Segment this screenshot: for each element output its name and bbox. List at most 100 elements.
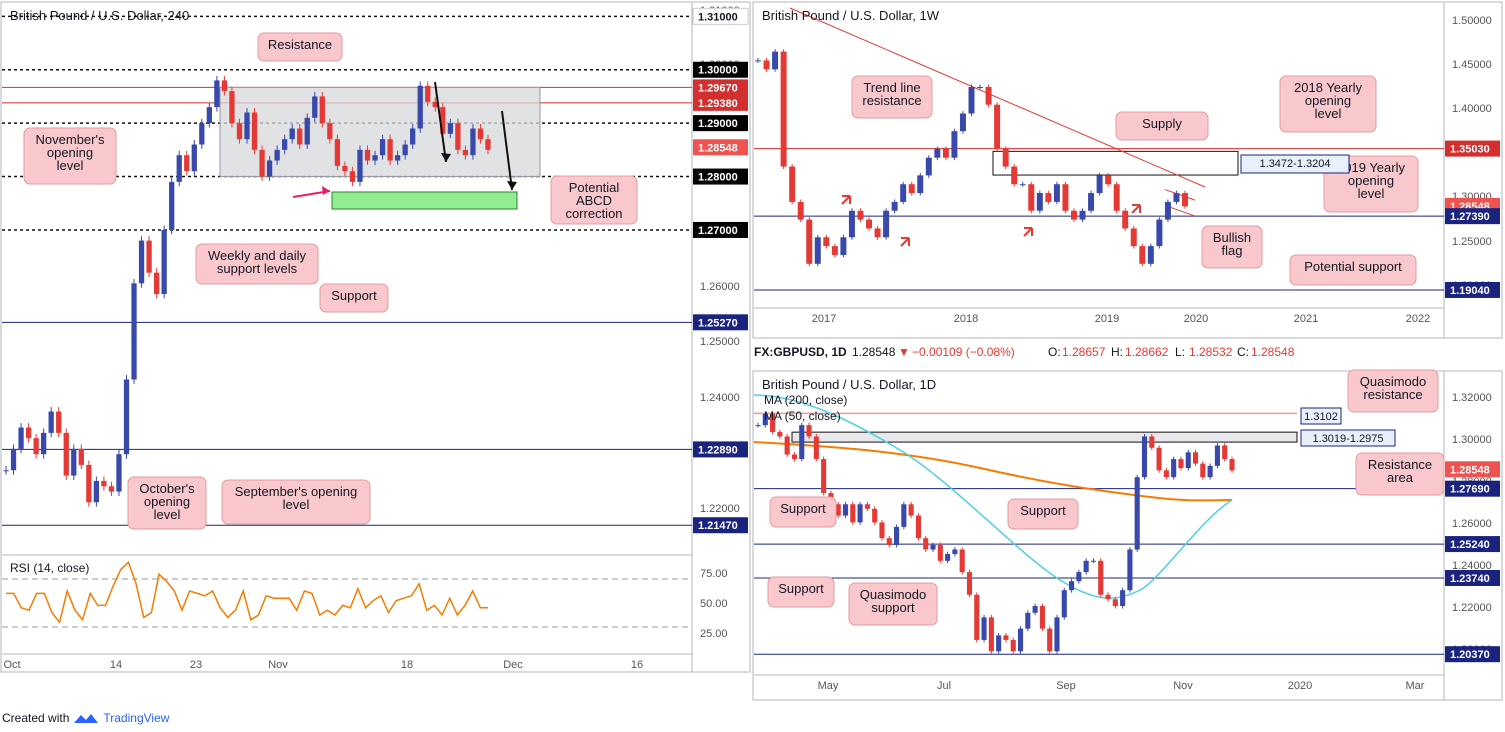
- candle-body: [251, 112, 258, 150]
- tradingview-logo-icon[interactable]: [73, 711, 99, 725]
- candle-body: [755, 425, 761, 427]
- candle-body: [1019, 184, 1026, 186]
- candle-body: [806, 219, 813, 264]
- annotation-text: Support: [778, 581, 824, 596]
- panel-1: 1.31000 1.30000 1.29000 1.28000 1.27000 1.260…: [0, 1, 751, 673]
- candle-body: [116, 454, 122, 492]
- candle-body: [1070, 210, 1077, 220]
- price-label-box: [1445, 140, 1500, 157]
- candle-body: [477, 128, 484, 140]
- price-label: 1.25270: [698, 317, 738, 329]
- candle-body: [48, 411, 54, 433]
- candle-body: [1098, 560, 1104, 595]
- legend-entry: MA (200, close): [764, 393, 847, 407]
- red-arrow-marker: [1131, 204, 1141, 214]
- y-tick-label: 1.22000: [1452, 602, 1492, 614]
- annotation-callout: [851, 75, 933, 119]
- candle-body: [799, 425, 805, 460]
- candle-body: [864, 504, 870, 509]
- candle-body: [813, 436, 819, 460]
- candle-body: [297, 128, 303, 145]
- price-label: 1.21470: [698, 520, 738, 532]
- candle-body: [857, 210, 864, 220]
- candle-body: [1047, 628, 1053, 652]
- rsi-tick-label: 50.00: [700, 598, 728, 610]
- support-zone: [331, 191, 518, 210]
- candle-body: [379, 139, 386, 156]
- y-tick-label: 1.50000: [1452, 15, 1492, 27]
- price-label-box: [693, 168, 748, 185]
- zone-tag: [1300, 407, 1342, 425]
- candle-body: [777, 431, 783, 437]
- price-label-box: [693, 221, 748, 238]
- footer-brand[interactable]: TradingView: [103, 711, 170, 725]
- candle-body: [1156, 219, 1163, 247]
- price-label-box: [693, 79, 748, 96]
- candle-body: [33, 438, 39, 455]
- abcd-arrowhead: [441, 153, 451, 162]
- candle-body: [930, 544, 936, 550]
- candle-body: [959, 549, 965, 573]
- candle-body: [327, 123, 333, 140]
- candle-body: [470, 128, 476, 156]
- price-label-box: [692, 7, 749, 25]
- price-label-box: [1445, 646, 1500, 663]
- annotation-callout: [769, 496, 837, 528]
- price-label: 1.27000: [698, 225, 738, 237]
- annotation-text: Support: [780, 501, 826, 516]
- ma-200-line: [753, 441, 1233, 502]
- y-tick-label: 1.22000: [700, 503, 740, 515]
- price-label-box: [693, 115, 748, 132]
- candle-body: [402, 144, 408, 156]
- annotation-text: resistance: [1363, 387, 1422, 402]
- candle-body: [1054, 617, 1060, 652]
- candle-body: [184, 155, 190, 172]
- x-tick-label: Dec: [503, 659, 523, 671]
- candle-body: [25, 427, 32, 439]
- price-label: 1.28548: [1450, 464, 1490, 476]
- candle-body: [334, 139, 341, 166]
- candle-body: [977, 86, 984, 88]
- annotation-callout: [195, 243, 319, 285]
- price-label-box: [1445, 461, 1500, 478]
- x-tick-label: Sep: [1056, 680, 1076, 692]
- x-tick-label: 23: [190, 659, 202, 671]
- candle-body: [199, 123, 205, 145]
- rsi-title: RSI (14, close): [10, 561, 89, 575]
- candle-body: [797, 201, 804, 220]
- candle-body: [894, 526, 900, 545]
- annotation-text: 1.3019-1.2975: [1313, 433, 1384, 445]
- red-arrow-marker: [841, 195, 851, 205]
- panel-3: 1.320001.300001.280001.260001.240001.220…: [752, 345, 1503, 701]
- candle-body: [872, 508, 878, 523]
- candle-body: [455, 123, 461, 150]
- annotation-text: Quasimodo: [1360, 374, 1426, 389]
- candle-body: [349, 171, 356, 182]
- candle-body: [1171, 459, 1177, 478]
- x-tick-label: Nov: [1173, 680, 1193, 692]
- price-label-box: [693, 517, 748, 534]
- price-label-box: [693, 314, 748, 331]
- header-ohlc-key: O:: [1048, 345, 1061, 359]
- header-ohlc-value: 1.28662: [1125, 345, 1169, 359]
- annotation-text: 1.3472-1.3204: [1260, 158, 1331, 170]
- candle-body: [866, 219, 873, 229]
- candle-body: [63, 432, 69, 476]
- annotation-callout: [767, 576, 835, 608]
- footer-created-with: Created with: [2, 711, 70, 725]
- candle-body: [848, 210, 855, 238]
- panel-frame: [752, 370, 1503, 701]
- x-tick-label: Mar: [1406, 680, 1425, 692]
- x-tick-label: 2020: [1184, 313, 1208, 325]
- header-last: 1.28548: [852, 345, 896, 359]
- candle-body: [41, 432, 47, 455]
- candle-body: [1127, 549, 1133, 591]
- panel-2: 1.500001.450001.400001.350001.300001.250…: [752, 1, 1503, 339]
- candle-body: [1164, 201, 1171, 220]
- candle-body: [1112, 599, 1118, 607]
- candle-body: [823, 237, 830, 247]
- price-label-box: [1445, 208, 1500, 225]
- price-label: 1.20370: [1450, 649, 1490, 661]
- candle-body: [1173, 193, 1180, 202]
